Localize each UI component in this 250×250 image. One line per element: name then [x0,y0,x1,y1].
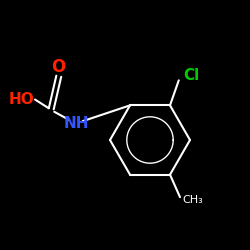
Text: O: O [52,58,66,76]
Text: Cl: Cl [184,68,200,83]
Text: HO: HO [8,92,34,108]
Text: CH₃: CH₃ [182,195,203,205]
Text: NH: NH [64,116,89,131]
